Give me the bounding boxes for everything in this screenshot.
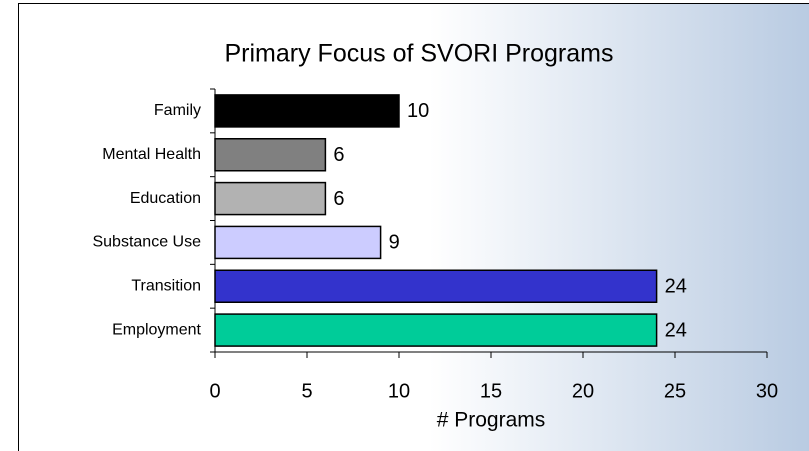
- x-tick-label: 20: [572, 380, 594, 402]
- x-tick-label: 0: [209, 380, 220, 402]
- data-label: 24: [665, 319, 687, 341]
- data-label: 9: [389, 232, 400, 254]
- x-tick-label: 5: [301, 380, 312, 402]
- data-label: 10: [407, 100, 429, 122]
- y-tick-label: Family: [154, 102, 201, 119]
- bar: [214, 181, 327, 216]
- background: [18, 3, 809, 451]
- x-tick-label: 15: [480, 380, 502, 402]
- y-tick-label: Education: [130, 190, 201, 207]
- bar: [214, 94, 400, 128]
- y-tick-label: Substance Use: [92, 234, 201, 251]
- data-label: 6: [333, 144, 344, 166]
- data-label: 6: [333, 188, 344, 210]
- x-tick-label: 25: [664, 380, 686, 402]
- data-label: 24: [665, 276, 687, 298]
- chart-title: Primary Focus of SVORI Programs: [225, 40, 614, 68]
- x-axis-label: # Programs: [437, 409, 546, 432]
- x-tick-label: 10: [388, 380, 410, 402]
- bar: [214, 225, 382, 260]
- bar: [214, 313, 658, 347]
- y-tick-label: Transition: [131, 277, 201, 294]
- bar: [214, 138, 327, 172]
- y-tick-label: Employment: [112, 321, 201, 338]
- bar: [214, 269, 658, 303]
- y-tick-label: Mental Health: [102, 146, 201, 163]
- x-tick-label: 30: [756, 380, 778, 402]
